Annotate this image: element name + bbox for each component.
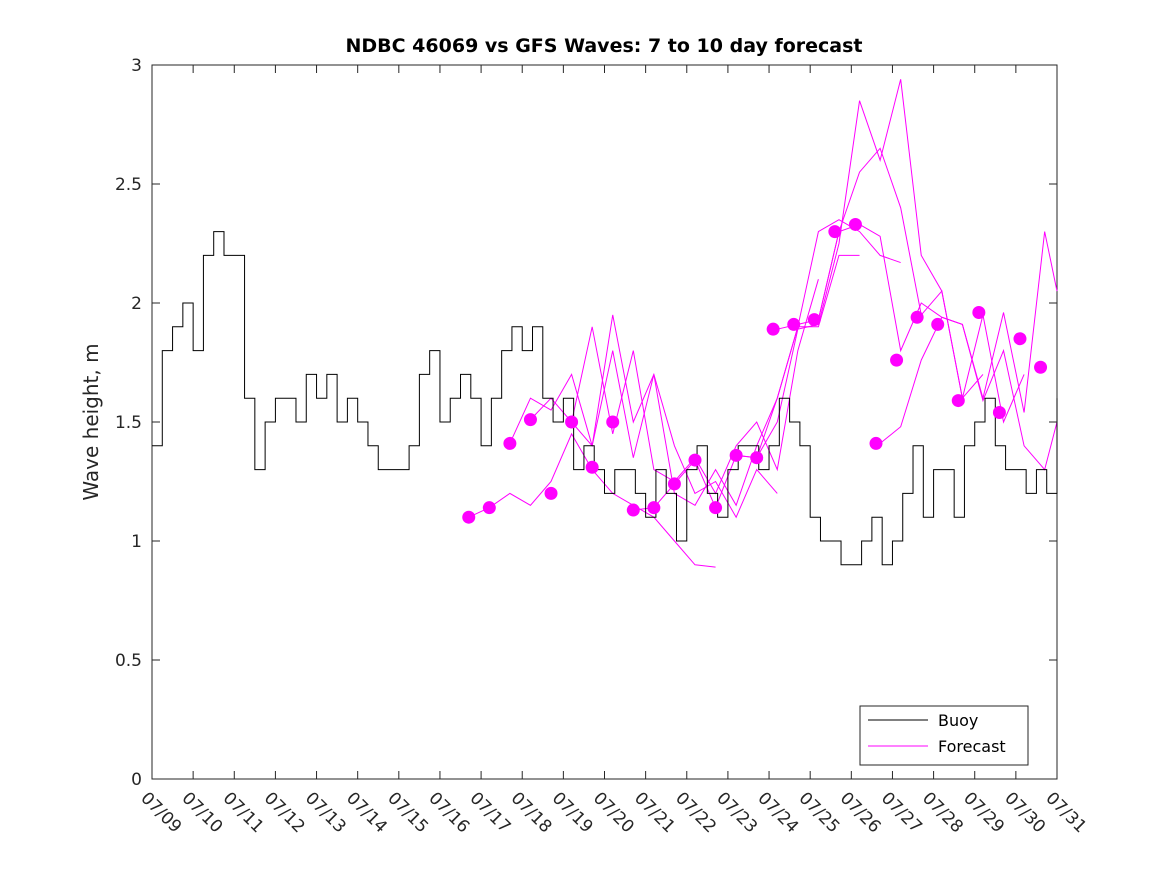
- forecast-dot: [523, 413, 537, 427]
- forecast-dot: [787, 317, 801, 331]
- forecast-dot: [482, 501, 496, 515]
- forecast-line-9: [879, 316, 1058, 471]
- buoy-line: [152, 231, 1058, 566]
- buoy-layer: [152, 231, 1058, 566]
- y-tick-label: 0: [131, 770, 142, 790]
- y-tick-label: 1.5: [115, 413, 142, 433]
- forecast-dot: [667, 477, 681, 491]
- forecast-dot: [766, 322, 780, 336]
- forecast-dot: [729, 448, 743, 462]
- forecast-dot: [869, 436, 883, 450]
- forecast-dot: [828, 225, 842, 239]
- y-tick-label: 0.5: [115, 651, 142, 671]
- y-tick-label: 3: [131, 56, 142, 76]
- forecast-dot: [807, 313, 821, 327]
- forecast-dot: [606, 415, 620, 429]
- forecast-dot: [626, 503, 640, 517]
- y-axis: 0 0.5 1 1.5 2 2.5 3: [115, 56, 1057, 790]
- plot-area: [151, 64, 1058, 780]
- forecast-dot: [462, 510, 476, 524]
- forecast-dot: [544, 486, 558, 500]
- forecast-dot: [585, 460, 599, 474]
- forecast-dot: [1013, 332, 1027, 346]
- forecast-dot: [931, 317, 945, 331]
- y-tick-label: 2.5: [115, 175, 142, 195]
- legend-forecast-label: Forecast: [938, 737, 1006, 756]
- forecast-dot: [992, 405, 1006, 419]
- forecast-dot: [910, 310, 924, 324]
- y-tick-label: 2: [131, 294, 142, 314]
- y-tick-label: 1: [131, 532, 142, 552]
- forecast-dot: [972, 306, 986, 320]
- forecast-line-2: [509, 314, 778, 519]
- forecast-dot: [890, 353, 904, 367]
- forecast-dots-layer: [462, 217, 1048, 524]
- legend: Buoy Forecast: [859, 705, 1029, 766]
- forecast-dot: [565, 415, 579, 429]
- forecast-dot: [709, 501, 723, 515]
- legend-buoy-label: Buoy: [938, 711, 978, 730]
- legend-box: [859, 705, 1029, 766]
- chart-title: NDBC 46069 vs GFS Waves: 7 to 10 day for…: [345, 35, 862, 57]
- forecast-dot: [848, 217, 862, 231]
- forecast-dot: [1034, 360, 1048, 374]
- forecast-dot: [503, 436, 517, 450]
- forecast-dot: [750, 451, 764, 465]
- forecast-dot: [688, 453, 702, 467]
- forecast-dot: [951, 394, 965, 408]
- y-axis-label: Wave height, m: [79, 343, 103, 500]
- forecast-dot: [647, 501, 661, 515]
- forecast-line-4: [571, 254, 860, 507]
